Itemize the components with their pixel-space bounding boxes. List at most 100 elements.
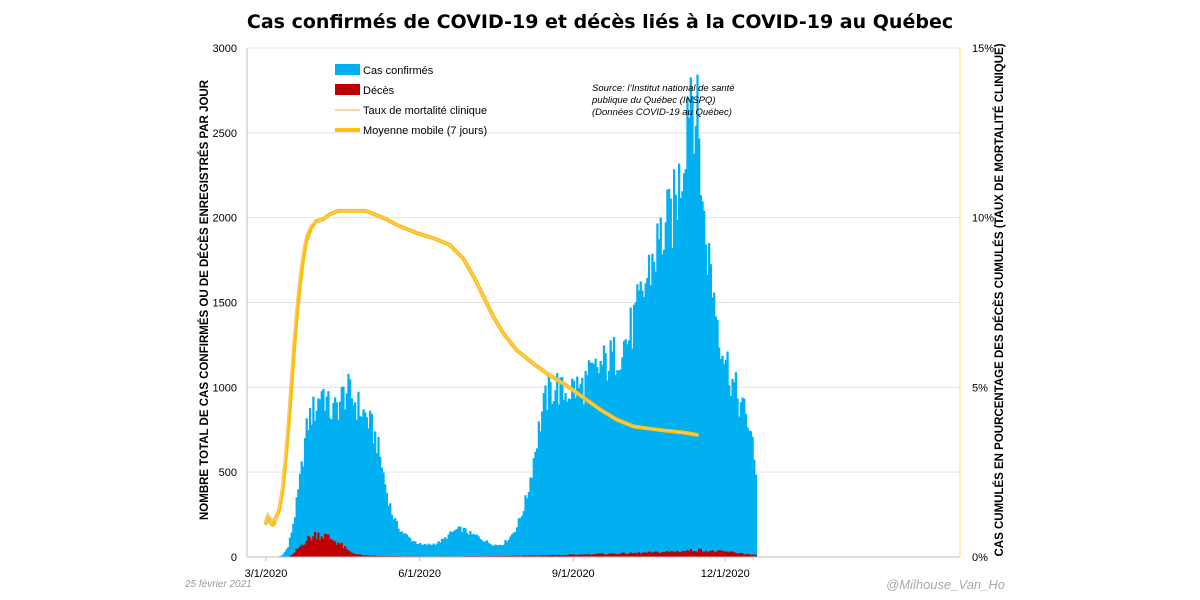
y2-tick-label: 15%: [972, 43, 994, 55]
cases-bar: [571, 378, 574, 557]
deaths-bar: [724, 551, 728, 557]
deaths-bar: [317, 532, 320, 557]
cases-bar: [617, 370, 621, 557]
deaths-bar: [646, 552, 649, 557]
cases-bar: [364, 412, 367, 557]
cases-bar: [731, 378, 734, 557]
cases-bar: [449, 531, 452, 557]
cases-bar: [531, 477, 534, 557]
cases-bar: [734, 372, 738, 557]
deaths-bar: [323, 533, 327, 557]
deaths-bar: [584, 553, 587, 557]
deaths-bar: [626, 553, 629, 557]
mortality-rate-line: [265, 210, 698, 524]
cases-bar: [694, 125, 697, 558]
source-line: Source: l’Institut national de santé: [592, 83, 735, 94]
cases-bar: [499, 544, 502, 557]
cases-bar: [683, 173, 686, 557]
cases-bar: [716, 320, 719, 557]
cases-bar: [739, 402, 743, 557]
deaths-bar: [634, 552, 637, 557]
cases-bar: [632, 304, 636, 557]
deaths-bar: [713, 551, 716, 557]
cases-bar: [475, 534, 479, 557]
x-tick-label: 12/1/2020: [701, 568, 750, 580]
cases-bar: [447, 534, 450, 557]
cases-bar: [637, 290, 641, 557]
cases-bar: [387, 506, 390, 557]
cases-bar: [510, 534, 514, 557]
cases-bar: [539, 431, 542, 557]
deaths-bar: [647, 551, 651, 557]
deaths-bar: [754, 555, 758, 557]
cases-bar: [374, 431, 377, 557]
y2-tick-label: 10%: [972, 213, 994, 225]
cases-bar: [335, 402, 338, 557]
y-tick-label: 500: [219, 467, 237, 479]
cases-bar: [542, 392, 545, 557]
deaths-bar: [564, 555, 567, 557]
deaths-bar: [507, 555, 510, 557]
cases-bar: [557, 404, 561, 557]
cases-bar: [746, 427, 749, 557]
cases-bar: [315, 410, 318, 557]
cases-bar: [330, 419, 333, 557]
cases-bar: [691, 95, 694, 557]
cases-bar: [614, 375, 617, 557]
cases-bar: [385, 493, 389, 557]
legend-label: Cas confirmés: [363, 65, 434, 77]
cases-bar: [282, 554, 285, 557]
cases-bar: [495, 545, 499, 557]
cases-bar: [647, 254, 651, 557]
deaths-bar: [350, 552, 353, 557]
deaths-bar: [551, 554, 554, 557]
cases-bar: [644, 283, 647, 557]
cases-bar: [713, 292, 716, 557]
deaths-bar: [527, 555, 530, 557]
cases-bar: [743, 398, 746, 557]
x-tick-label: 3/1/2020: [245, 568, 288, 580]
cases-bar: [547, 375, 550, 557]
cases-bar: [415, 543, 419, 557]
cases-bar: [460, 532, 464, 557]
cases-bar: [736, 398, 739, 557]
cases-bar: [452, 531, 455, 557]
cases-bar: [536, 448, 539, 557]
deaths-bar: [554, 555, 557, 557]
cases-bar: [322, 388, 325, 557]
cases-bar: [505, 541, 509, 557]
cases-bar: [728, 385, 731, 557]
deaths-bar: [320, 536, 323, 557]
cases-bar: [664, 222, 667, 557]
cases-bar: [519, 517, 522, 557]
deaths-bar: [347, 550, 350, 557]
deaths-bar: [522, 555, 525, 557]
deaths-bar: [500, 555, 504, 557]
cases-bar: [719, 358, 723, 557]
cases-bar: [546, 409, 549, 557]
cases-bar: [445, 538, 449, 557]
deaths-bar: [731, 551, 734, 557]
deaths-bar: [546, 555, 549, 557]
cases-bar: [594, 358, 597, 557]
deaths-bar: [562, 554, 566, 557]
deaths-bar: [644, 552, 647, 557]
deaths-bar: [738, 553, 741, 557]
cases-bar: [646, 277, 649, 557]
cases-bar: [355, 419, 358, 557]
deaths-bar: [681, 551, 684, 557]
deaths-bar: [370, 555, 373, 557]
cases-bar: [494, 544, 497, 557]
cases-bar: [686, 97, 689, 557]
deaths-bar: [532, 555, 535, 557]
cases-bar: [512, 532, 515, 557]
deaths-bar: [632, 553, 636, 557]
cases-bar: [537, 421, 540, 557]
cases-bar: [584, 370, 587, 557]
deaths-bar: [733, 552, 736, 557]
deaths-bar: [619, 553, 622, 557]
cases-bar: [310, 424, 313, 557]
cases-bar: [669, 198, 672, 557]
cases-bar: [549, 381, 552, 557]
deaths-bar: [521, 555, 524, 557]
